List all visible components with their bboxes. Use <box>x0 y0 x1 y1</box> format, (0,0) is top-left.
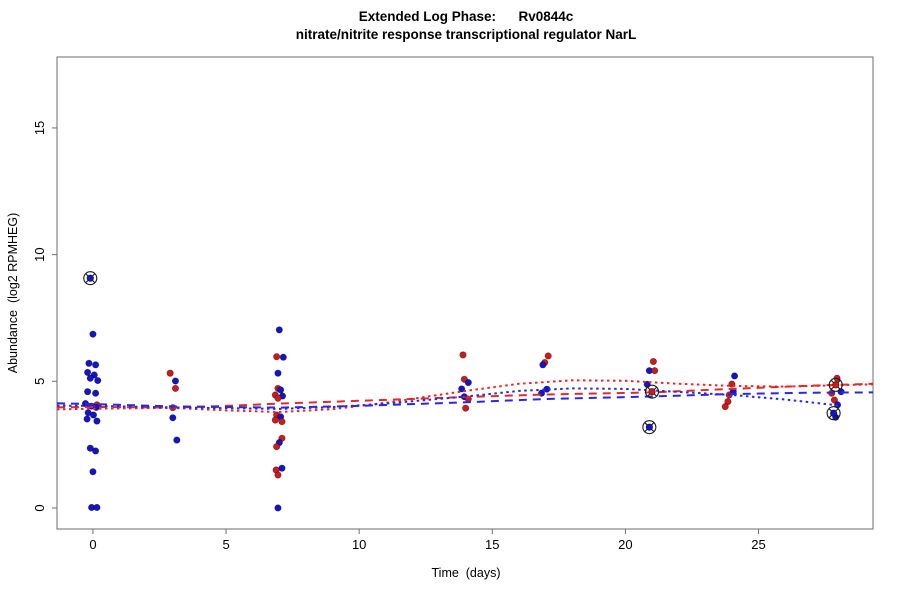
data-point-blue <box>173 436 181 444</box>
data-point-blue <box>731 372 739 380</box>
data-point-blue <box>645 423 653 431</box>
x-tick-label: 10 <box>352 537 366 552</box>
outlier-circle-icon <box>828 377 843 392</box>
outlier-circle-icon <box>642 420 657 435</box>
data-point-red <box>459 351 467 359</box>
data-point-red <box>544 352 552 360</box>
plot-box <box>56 56 874 530</box>
data-point-blue <box>92 447 100 455</box>
outlier-circle-icon <box>644 384 660 399</box>
x-axis-label: Time (days) <box>431 566 501 580</box>
trend-line-blue-dashed-fit <box>56 391 874 409</box>
data-point-blue <box>830 409 838 417</box>
y-tick-label: 0 <box>32 504 47 511</box>
data-point-red <box>721 403 729 411</box>
x-tick-label: 0 <box>89 537 96 552</box>
data-point-blue <box>274 369 282 377</box>
y-tick-label: 15 <box>32 121 47 135</box>
outlier-circle-icon <box>83 271 98 286</box>
data-point-blue <box>275 326 283 334</box>
trend-line-red-dotted-fit <box>56 379 874 414</box>
data-point-blue <box>86 374 94 382</box>
data-point-blue <box>169 414 177 422</box>
data-point-red <box>274 394 282 402</box>
trend-line-blue-dotted-fit <box>56 387 839 410</box>
x-tick-label: 25 <box>751 537 765 552</box>
data-point-blue <box>93 417 101 425</box>
data-point-blue <box>92 361 100 369</box>
data-point-blue <box>279 353 287 361</box>
data-point-red <box>648 388 656 396</box>
x-tick-label: 5 <box>222 537 229 552</box>
data-point-blue <box>93 503 101 512</box>
data-point-blue <box>277 386 285 394</box>
data-point-red <box>166 369 174 377</box>
data-point-red <box>278 418 286 426</box>
y-tick-label: 10 <box>32 247 47 261</box>
data-point-blue <box>86 274 94 282</box>
data-point-red <box>273 353 281 361</box>
data-point-blue <box>84 388 92 396</box>
data-point-blue <box>83 415 91 423</box>
data-point-red <box>171 384 180 392</box>
outlier-circle-icon <box>826 406 841 421</box>
data-point-blue <box>274 504 282 512</box>
data-point-blue <box>278 464 286 472</box>
data-point-red <box>273 443 281 451</box>
data-point-red <box>830 396 838 404</box>
data-point-blue <box>89 468 97 476</box>
x-tick-label: 15 <box>485 537 499 552</box>
data-point-blue <box>89 411 98 419</box>
chart-title: Extended Log Phase: Rv0844c <box>358 9 574 24</box>
data-point-blue <box>84 368 92 376</box>
data-point-blue <box>89 330 97 338</box>
data-point-blue <box>458 385 466 393</box>
data-point-red <box>274 471 282 479</box>
data-point-blue <box>92 389 100 397</box>
data-point-red <box>724 398 732 406</box>
y-tick-label: 5 <box>32 378 47 385</box>
x-tick-label: 20 <box>618 537 632 552</box>
data-point-blue <box>539 361 547 369</box>
data-point-blue <box>464 379 472 387</box>
data-point-red <box>832 381 840 389</box>
data-point-red <box>649 357 657 366</box>
chart-subtitle: nitrate/nitrite response transcriptional… <box>295 27 637 42</box>
data-point-red <box>271 416 279 424</box>
data-point-blue <box>171 377 180 385</box>
data-point-blue <box>85 359 93 367</box>
data-point-red <box>651 367 659 375</box>
data-point-blue <box>94 376 102 385</box>
data-point-blue <box>86 444 94 452</box>
data-point-red <box>462 404 470 412</box>
